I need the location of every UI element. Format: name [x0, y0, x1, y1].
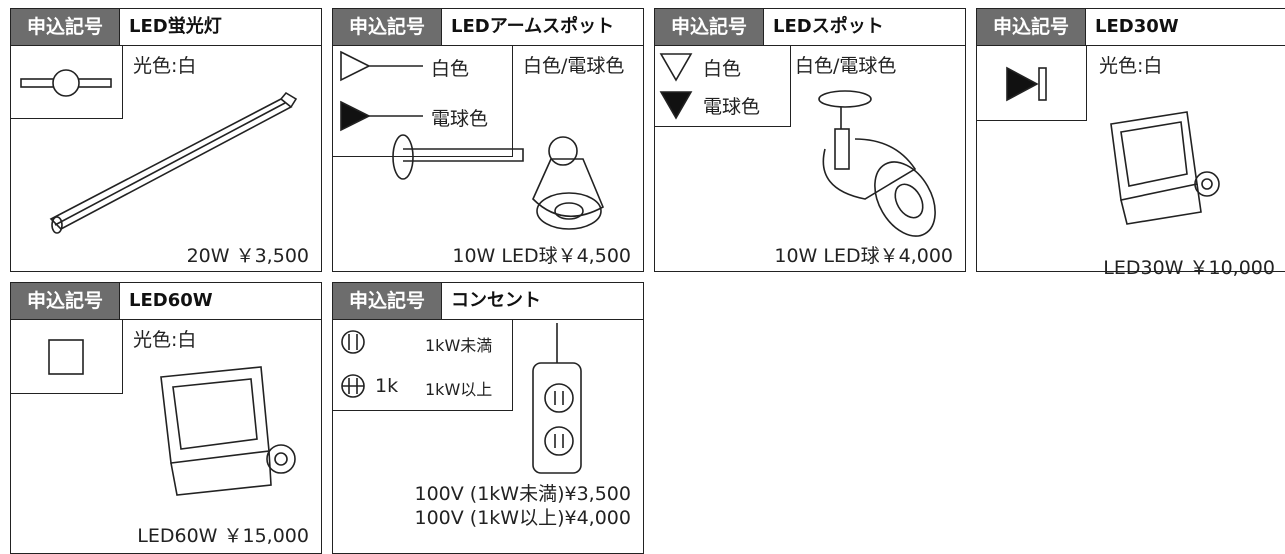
illustration	[1110, 111, 1220, 225]
symbol-text: 1k	[375, 375, 399, 397]
illustration	[49, 91, 298, 234]
legend-symbols	[340, 50, 423, 132]
legend-label: 1kW以上	[425, 380, 493, 399]
legend-label: 電球色	[703, 96, 761, 118]
item-name: LEDスポット	[773, 16, 884, 37]
price: 100V (1kW未満)¥3,500	[414, 483, 632, 505]
legend-label: 白色	[703, 58, 742, 80]
price: LED30W ￥10,000	[1103, 257, 1275, 279]
light-color: 白色/電球色	[523, 55, 625, 77]
item-name: LED30W	[1095, 16, 1179, 37]
code-label: 申込記号	[977, 9, 1086, 45]
code-label: 申込記号	[333, 9, 442, 45]
illustration	[532, 323, 582, 474]
item-card: 申込記号 LEDアームスポット 白色 電球色 白色/電球色 10W LED球￥4,…	[332, 8, 644, 272]
legend-box: 白色 電球色	[655, 45, 791, 127]
illustration	[392, 134, 605, 230]
light-color: 光色:白	[133, 55, 197, 77]
symbol	[48, 339, 84, 375]
item-name: LED蛍光灯	[129, 16, 222, 37]
symbol-box	[977, 45, 1087, 121]
symbol	[1006, 66, 1047, 102]
legend-label: 1kW未満	[425, 336, 493, 355]
legend-symbols	[659, 53, 693, 120]
light-color: 白色/電球色	[795, 55, 897, 77]
price: 100V (1kW以上)¥4,000	[414, 507, 632, 529]
item-card: 申込記号 コンセント 1kW未満 1k 1kW以上 100V (1kW未満)¥3,…	[332, 282, 644, 554]
legend-label: 白色	[431, 58, 470, 80]
code-label: 申込記号	[11, 9, 120, 45]
item-card: 申込記号 LED60W 光色:白 LED60W ￥15,000	[10, 282, 322, 554]
item-card: 申込記号 LED30W 光色:白 LED30W ￥10,000	[976, 8, 1285, 279]
legend-label: 電球色	[431, 108, 489, 130]
item-card: 申込記号 LEDスポット 白色 電球色 白色/電球色 10W LED球￥4,000	[654, 8, 966, 272]
item-name: コンセント	[451, 290, 541, 311]
symbol	[20, 69, 112, 97]
code-label: 申込記号	[11, 283, 120, 319]
light-color: 光色:白	[133, 329, 197, 351]
illustration	[160, 366, 296, 496]
price: 20W ￥3,500	[186, 245, 309, 267]
legend-box: 白色 電球色	[333, 45, 513, 157]
light-color: 光色:白	[1099, 55, 1163, 77]
price: 10W LED球￥4,000	[774, 245, 953, 267]
item-card: 申込記号 LED蛍光灯 光色:白 20W ￥3,500	[10, 8, 322, 272]
item-name: LED60W	[129, 290, 213, 311]
price: LED60W ￥15,000	[137, 525, 309, 547]
item-name: LEDアームスポット	[451, 16, 615, 37]
code-label: 申込記号	[333, 283, 442, 319]
symbol-box	[11, 45, 123, 119]
legend-box: 1kW未満 1k 1kW以上	[333, 319, 513, 411]
legend-symbols	[341, 330, 365, 398]
illustration	[818, 90, 936, 237]
symbol-box	[11, 319, 123, 394]
code-label: 申込記号	[655, 9, 764, 45]
price: 10W LED球￥4,500	[452, 245, 631, 267]
